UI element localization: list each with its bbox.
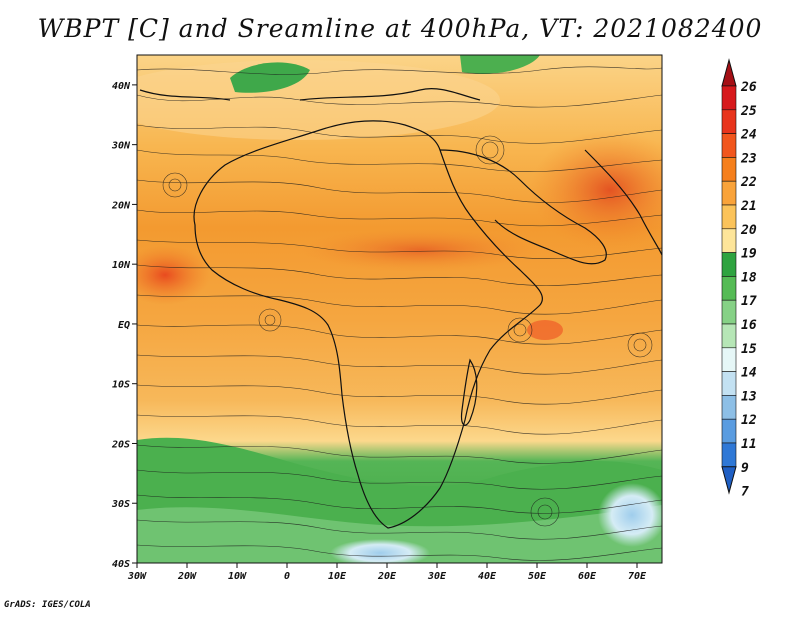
- lat-tick-label: 20S: [111, 439, 130, 450]
- green-patch-ne: [460, 55, 540, 75]
- colorbar-label: 17: [741, 294, 757, 309]
- streamlines: [137, 66, 662, 561]
- warm-band-center: [300, 228, 540, 272]
- colorbar-label: 13: [741, 389, 757, 404]
- colorbar-label: 18: [741, 270, 757, 285]
- madagascar: [460, 358, 478, 426]
- colorbar-swatch: [721, 442, 737, 468]
- colorbar-swatch: [721, 276, 737, 301]
- colorbar-swatch: [721, 109, 737, 134]
- lon-tick-label: 20E: [377, 571, 397, 582]
- lon-tick-label: 10W: [228, 571, 247, 582]
- colorbar-swatch: [721, 85, 737, 111]
- colorbar-label: 24: [740, 128, 757, 143]
- colorbar-label: 9: [741, 461, 749, 476]
- colorbar-swatch: [721, 371, 737, 396]
- lat-tick-label: 40S: [112, 559, 130, 570]
- colorbar-swatch: [721, 157, 737, 182]
- lon-tick-label: 60E: [578, 571, 597, 582]
- cold-spot-se: [598, 483, 662, 547]
- map-frame: [136, 54, 663, 564]
- colorbar-label: 26: [740, 80, 757, 95]
- lon-tick-label: 30W: [127, 571, 147, 582]
- colorbar-label: 15: [741, 342, 757, 357]
- colorbar-label: 23: [740, 151, 757, 166]
- credit-text: GrADS: IGES/COLA: [4, 600, 91, 610]
- lon-axis: 30W 20W 10W 0 10E 20E 30E 40E 50E 60E 70E: [127, 563, 647, 582]
- coastlines: [139, 88, 662, 529]
- colorbar-swatch: [721, 395, 737, 420]
- colorbar-swatch: [721, 418, 737, 444]
- colorbar-swatch: [721, 204, 737, 230]
- green-patch-north: [230, 62, 310, 93]
- lon-tick-label: 70E: [628, 571, 647, 582]
- colorbar-swatch: [721, 228, 737, 253]
- colorbar-label: 19: [741, 247, 757, 262]
- plot-title: WBPT [C] and Sreamline at 400hPa, VT: 20…: [37, 14, 763, 43]
- colorbar-label: 16: [741, 318, 757, 333]
- lat-tick-label: 30S: [111, 499, 130, 510]
- warm-anomaly-east: [530, 130, 662, 250]
- lat-tick-label: 20N: [111, 200, 131, 211]
- lat-tick-label: 10N: [112, 260, 131, 271]
- colorbar-swatch: [721, 299, 737, 325]
- colorbar-swatch: [721, 133, 737, 158]
- colorbar-label: 20: [740, 223, 757, 238]
- lon-tick-label: 10E: [328, 571, 347, 582]
- colorbar-bottom-arrow: [721, 466, 737, 495]
- map-panel: [137, 55, 662, 563]
- colorbar-label: 11: [741, 437, 757, 452]
- lat-tick-label: 30N: [111, 141, 131, 152]
- colorbar-swatch: [721, 323, 737, 349]
- colorbar-swatch: [721, 180, 737, 206]
- lon-tick-label: 20W: [177, 571, 197, 582]
- colorbar-label: 12: [741, 413, 757, 428]
- warm-anomaly-west: [137, 245, 210, 305]
- lon-tick-label: 40E: [478, 571, 497, 582]
- lon-tick-label: 0: [284, 571, 290, 582]
- colorbar-label: 25: [740, 104, 757, 119]
- lat-tick-label: 10S: [112, 380, 130, 391]
- colorbar-label: 7: [741, 485, 749, 500]
- cool-north: [137, 60, 500, 140]
- lat-tick-label: EQ: [118, 320, 130, 331]
- colorbar: 26 25 24 23 22 21 20 19 18 17 16 15 14 13 12 11 9 7: [721, 58, 757, 500]
- cold-spot-south: [330, 539, 430, 563]
- lon-tick-label: 30E: [427, 571, 447, 582]
- lon-tick-label: 50E: [528, 571, 547, 582]
- colorbar-label: 22: [740, 175, 757, 190]
- lat-tick-label: 40N: [112, 81, 131, 92]
- colorbar-swatch: [721, 347, 737, 372]
- colorbar-label: 21: [740, 199, 757, 214]
- colorbar-label: 14: [741, 366, 757, 381]
- colorbar-swatch: [721, 252, 737, 277]
- colorbar-top-arrow: [721, 58, 737, 87]
- lat-axis: 40N 30N 20N 10N EQ 10S 20S 30S 40S: [111, 81, 137, 570]
